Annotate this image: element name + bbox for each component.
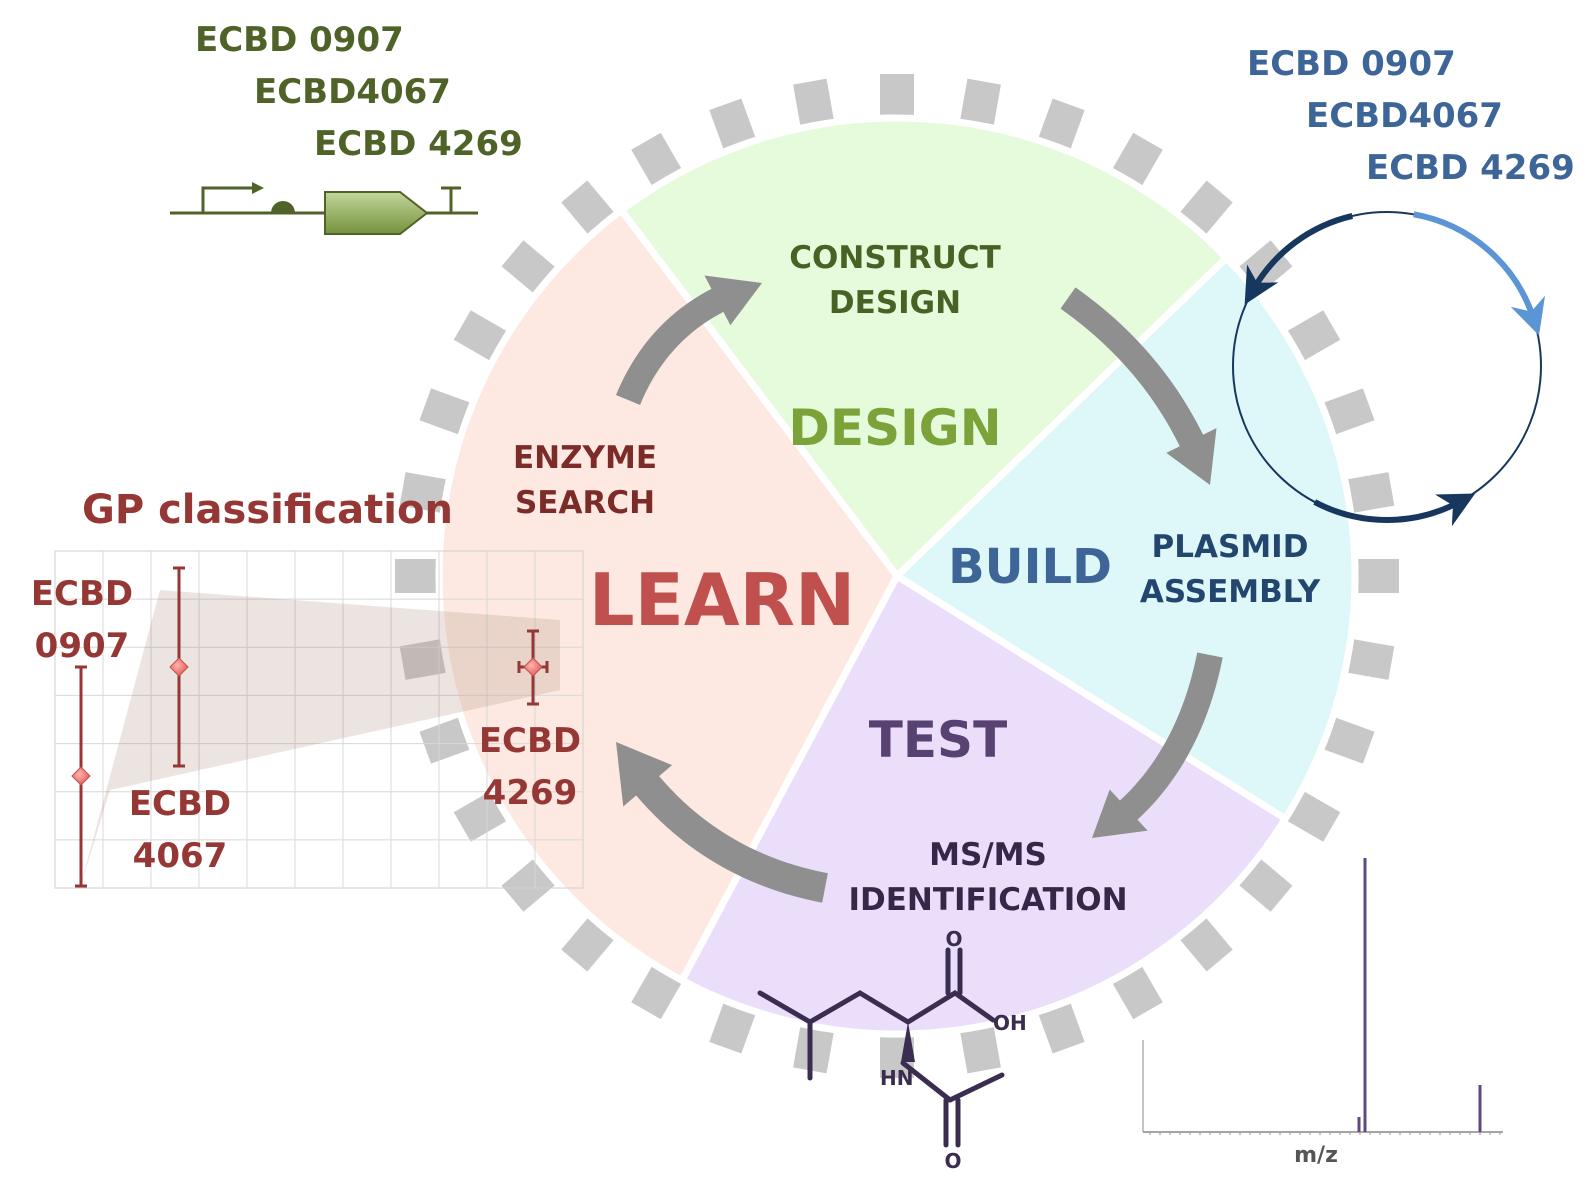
parts-item-4067: ECBD4067 xyxy=(254,72,451,112)
build-title: BUILD xyxy=(948,539,1112,595)
plasmid-assembly-line2: ASSEMBLY xyxy=(1140,574,1321,610)
molecule-oh: OH xyxy=(993,1011,1027,1035)
plasmid-part-arrow-3 xyxy=(1313,493,1476,527)
parts-list: ECBD 0907 ECBD4067 ECBD 4269 xyxy=(195,20,523,164)
molecule-oxygen-top: O xyxy=(945,927,962,951)
plasmid-item-0907: ECBD 0907 xyxy=(1247,44,1456,84)
gp-error-bar xyxy=(169,566,189,768)
construct-design-line1: CONSTRUCT xyxy=(789,240,1000,276)
gp-classification-chart: GP classification ECBD 0907 ECBD 4067 EC… xyxy=(31,487,584,889)
plasmid-item-4269: ECBD 4269 xyxy=(1366,148,1575,188)
learn-quadrant xyxy=(435,206,901,984)
enzyme-search-line1: ENZYME xyxy=(513,440,657,476)
design-title: DESIGN xyxy=(788,399,1001,457)
molecule-stereo-wedge xyxy=(901,1022,915,1062)
acetyl-leucine-molecule: O OH HN O xyxy=(757,927,1027,1173)
gp-grid xyxy=(54,550,584,889)
gp-mean-marker xyxy=(71,766,91,786)
arrow-design-to-build xyxy=(1060,287,1217,485)
plasmid-part-arrow-1 xyxy=(1244,213,1354,305)
molecule-nh-bond xyxy=(900,1060,953,1103)
design-quadrant xyxy=(617,114,1230,580)
enzyme-search-line2: SEARCH xyxy=(515,485,655,521)
parts-item-0907: ECBD 0907 xyxy=(195,20,404,60)
msms-identification-line1: MS/MS xyxy=(929,837,1047,873)
test-quadrant xyxy=(678,572,1289,1038)
cds-icon xyxy=(324,191,429,235)
gp-label-4067-line1: ECBD xyxy=(129,784,231,824)
phase-labels: DESIGN CONSTRUCT DESIGN BUILD PLASMID AS… xyxy=(513,240,1321,918)
gp-error-bar xyxy=(71,665,91,888)
plasmid-list: ECBD 0907 ECBD4067 ECBD 4269 xyxy=(1247,44,1575,188)
arrow-learn-to-design xyxy=(615,275,762,405)
gp-label-0907-line2: 0907 xyxy=(35,626,130,666)
gp-projection-band xyxy=(80,590,560,888)
molecule-hn: HN xyxy=(880,1066,913,1090)
gp-label-0907-line1: ECBD xyxy=(31,574,133,614)
parts-item-4269: ECBD 4269 xyxy=(314,124,523,164)
construct-design-line2: DESIGN xyxy=(829,285,961,321)
genetic-construct xyxy=(170,182,478,235)
plasmid-item-4067: ECBD4067 xyxy=(1306,96,1503,136)
gp-label-4269-line1: ECBD xyxy=(479,721,581,761)
plasmid-assembly-line1: PLASMID xyxy=(1152,529,1309,565)
spectrum-xlabel: m/z xyxy=(1294,1143,1338,1168)
rbs-icon xyxy=(271,201,295,213)
molecule-oxygen-bottom: O xyxy=(944,1149,961,1173)
learn-title: LEARN xyxy=(589,558,855,642)
molecule-chain xyxy=(757,990,996,1025)
msms-identification-line2: IDENTIFICATION xyxy=(848,882,1127,918)
plasmid-part-arrow-2 xyxy=(1413,211,1546,336)
gp-mean-marker xyxy=(523,657,543,677)
promoter-arrowhead-icon xyxy=(252,182,264,194)
cycle-flow-arrows xyxy=(615,275,1223,903)
molecule-acetyl-bond xyxy=(947,1072,1005,1103)
arrow-build-to-test xyxy=(1092,652,1223,838)
gp-error-bars xyxy=(71,566,549,888)
test-title: TEST xyxy=(869,711,1007,769)
mass-spectrum: m/z xyxy=(1142,858,1503,1168)
gp-label-4067-line2: 4067 xyxy=(133,836,228,876)
promoter-icon xyxy=(201,186,255,213)
gp-grid-border xyxy=(54,550,584,889)
gp-error-bar xyxy=(517,629,549,706)
spectrum-ticks xyxy=(1149,1132,1501,1135)
gp-title: GP classification xyxy=(82,487,453,533)
cycle-quadrants xyxy=(435,114,1359,1038)
arrow-test-to-learn xyxy=(616,742,828,903)
plasmid-map xyxy=(1232,211,1546,527)
terminator-icon xyxy=(441,186,461,213)
build-quadrant xyxy=(893,254,1359,823)
gp-label-4269-line2: 4269 xyxy=(483,773,578,813)
gp-mean-marker xyxy=(169,657,189,677)
